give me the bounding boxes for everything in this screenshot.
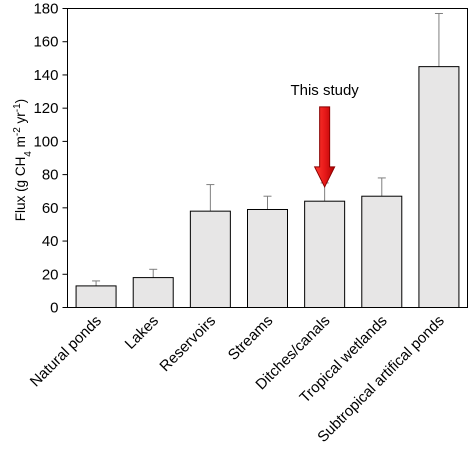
y-tick-label: 160 — [33, 34, 58, 51]
ylabel-suffix: ) — [13, 99, 28, 104]
category-label: Streams — [225, 312, 277, 364]
category-label: Natural ponds — [27, 312, 105, 390]
this-study-annotation: This study — [290, 82, 359, 189]
bars — [75, 66, 460, 309]
ylabel-sub: 4 — [23, 151, 34, 157]
y-tick-label: 140 — [33, 67, 58, 84]
annotation-text: This study — [290, 82, 359, 99]
bar — [418, 66, 460, 308]
bar — [189, 210, 231, 308]
annotation-arrow — [313, 106, 336, 189]
bar — [247, 208, 288, 308]
y-axis-label: Flux (g CH4 m-2 yr-1) — [12, 99, 34, 221]
y-tick-label: 0 — [50, 300, 58, 317]
y-tick-label: 40 — [42, 233, 59, 250]
bar — [361, 195, 403, 308]
bar — [132, 277, 174, 309]
y-tick-label: 60 — [42, 200, 59, 217]
y-tick-label: 20 — [42, 266, 59, 283]
y-tick-label: 180 — [33, 1, 58, 18]
bar — [75, 285, 117, 308]
y-tick-label: 100 — [33, 133, 58, 150]
ylabel-prefix: Flux (g CH — [13, 157, 28, 222]
ylabel-sup2: -1 — [12, 103, 23, 112]
ylabel-sup1: -2 — [12, 127, 23, 136]
y-tick-label: 120 — [33, 100, 58, 117]
ylabel-mid1: m — [13, 136, 28, 151]
y-tick-label: 80 — [42, 167, 59, 184]
category-label: Lakes — [122, 312, 162, 352]
category-label: Reservoirs — [156, 312, 219, 375]
ylabel-mid2: yr — [13, 112, 28, 128]
y-axis: 0 20 40 60 80 100 120 140 160 180 — [33, 1, 68, 317]
bar — [304, 200, 346, 308]
